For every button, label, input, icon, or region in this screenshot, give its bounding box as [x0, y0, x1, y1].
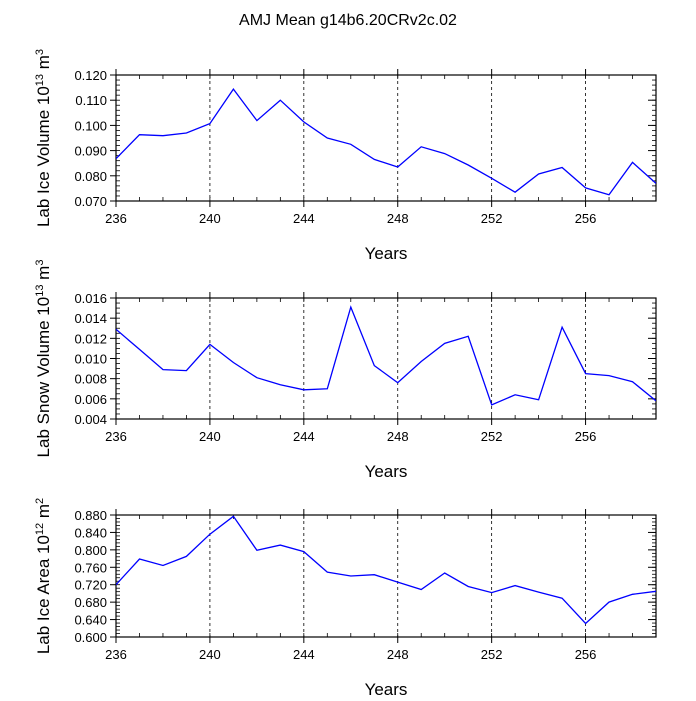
y-axis-label-part: m: [34, 504, 53, 523]
y-axis-label-part: Lab Ice Volume 10: [34, 86, 53, 227]
y-tick-label: 0.100: [74, 118, 107, 133]
x-axis-label: Years: [365, 462, 408, 481]
y-tick-label: 0.012: [74, 331, 107, 346]
chart-panel-2: 0.004 0.006 0.008 0.010 0.012 0.014 0.016 236 24…: [34, 260, 657, 481]
y-tick-label: 0.070: [74, 194, 107, 209]
x-tick-label: 244: [293, 429, 315, 444]
y-axis-label-superscript: 2: [34, 498, 46, 504]
y-axis-label-superscript: 12: [34, 523, 46, 535]
y-tick-label: 0.110: [75, 93, 107, 108]
x-tick-label: 248: [387, 647, 409, 662]
y-axis-label: Lab Ice Volume 1013 m3: [34, 49, 53, 227]
y-tick-label: 0.008: [74, 372, 107, 387]
y-tick-label: 0.006: [74, 392, 107, 407]
series-line: [116, 87, 656, 196]
chart-panel-3: 0.600 0.640 0.680 0.720 0.760 0.800 0.840 0.880…: [34, 498, 657, 699]
y-tick-label: 0.840: [74, 525, 107, 540]
y-tick-label: 0.600: [74, 630, 107, 645]
series-line: [116, 515, 656, 625]
plot-frame: [115, 74, 657, 202]
y-tick-label: 0.014: [74, 311, 107, 326]
y-tick-label: 0.010: [74, 352, 107, 367]
x-tick-label: 236: [105, 429, 127, 444]
y-axis-label-part: m: [34, 266, 53, 285]
y-axis-label-part: Lab Ice Area 10: [34, 535, 53, 654]
x-tick-label: 240: [199, 211, 221, 226]
y-tick-label: 0.760: [74, 560, 107, 575]
x-tick-label: 236: [105, 647, 127, 662]
y-axis-label: Lab Snow Volume 1013 m3: [34, 260, 53, 458]
y-axis-label-superscript: 3: [34, 260, 46, 266]
x-tick-label: 252: [481, 647, 503, 662]
chart-title: AMJ Mean g14b6.20CRv2c.02: [239, 12, 457, 29]
y-tick-label: 0.004: [74, 412, 107, 427]
plot-frame: [115, 514, 657, 638]
y-tick-label: 0.016: [74, 291, 107, 306]
x-tick-label: 252: [481, 211, 503, 226]
x-axis-label: Years: [365, 680, 408, 696]
y-tick-label: 0.090: [74, 144, 107, 159]
plot-frame: [115, 297, 657, 420]
y-tick-label: 0.880: [74, 508, 107, 523]
x-tick-label: 236: [105, 211, 127, 226]
y-tick-label: 0.120: [74, 68, 107, 83]
x-tick-label: 240: [199, 647, 221, 662]
y-axis-label-superscript: 13: [34, 285, 46, 297]
x-tick-label: 248: [387, 429, 409, 444]
y-axis-label-part: m: [34, 55, 53, 74]
y-axis-label-superscript: 13: [34, 74, 46, 86]
x-axis-label: Years: [365, 244, 408, 263]
x-tick-label: 256: [575, 647, 597, 662]
x-tick-label: 252: [481, 429, 503, 444]
y-tick-label: 0.720: [74, 578, 107, 593]
series-line: [116, 305, 656, 406]
y-tick-label: 0.080: [74, 169, 107, 184]
x-tick-label: 256: [575, 211, 597, 226]
y-tick-label: 0.640: [74, 613, 107, 628]
x-tick-label: 256: [575, 429, 597, 444]
x-tick-label: 244: [293, 647, 315, 662]
chart-panel-1: 0.070 0.080 0.090 0.100 0.110 0.120 236 240 244 2…: [34, 49, 657, 263]
y-tick-label: 0.800: [74, 543, 107, 558]
x-tick-label: 244: [293, 211, 315, 226]
y-tick-label: 0.680: [74, 595, 107, 610]
y-axis-label-part: Lab Snow Volume 10: [34, 297, 53, 458]
x-tick-label: 240: [199, 429, 221, 444]
y-axis-label-superscript: 3: [34, 49, 46, 55]
y-axis-label: Lab Ice Area 1012 m2: [34, 498, 53, 654]
x-tick-label: 248: [387, 211, 409, 226]
